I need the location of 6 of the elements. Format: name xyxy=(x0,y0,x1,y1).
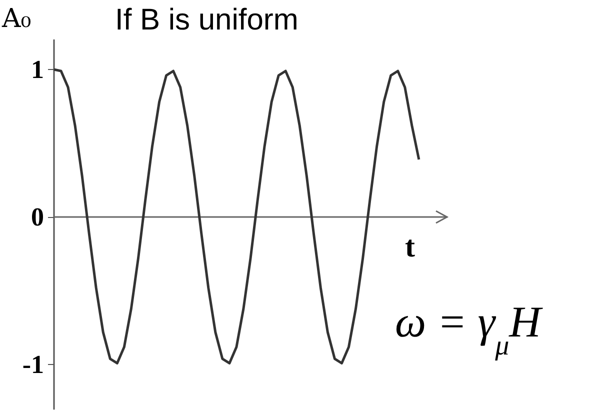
y-tick-label: -1 xyxy=(22,350,44,380)
x-axis-title: t xyxy=(405,230,415,264)
chart-title: If B is uniform xyxy=(115,4,298,36)
y-tick-label: 0 xyxy=(31,202,44,232)
y-tick-label: 1 xyxy=(31,55,44,84)
y-axis-title: A₀ xyxy=(1,4,32,34)
